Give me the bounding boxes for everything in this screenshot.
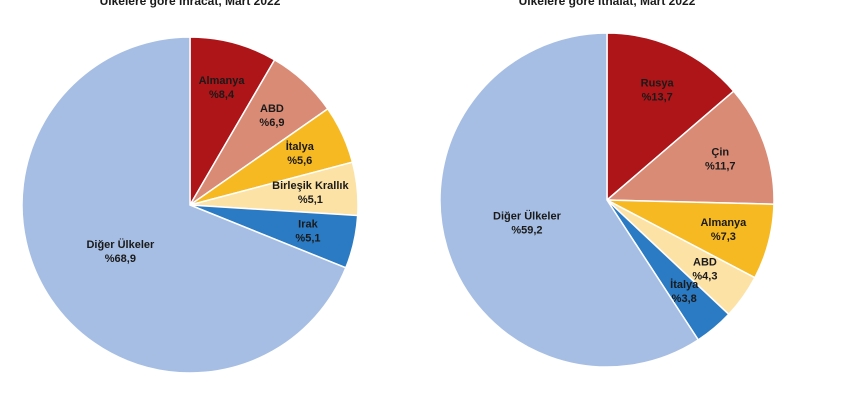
- slice-label: İtalya: [670, 278, 699, 291]
- slice-label: İtalya: [286, 140, 315, 153]
- slice-value: %3,8: [672, 293, 697, 305]
- slice-value: %8,4: [209, 89, 235, 101]
- pie-slice: [606, 32, 735, 202]
- pie-slice: [605, 90, 775, 205]
- pie-slice: [21, 36, 347, 374]
- slice-value: %68,9: [105, 253, 136, 265]
- slice-value: %11,7: [705, 161, 736, 173]
- slice-value: %7,3: [711, 231, 736, 243]
- pie-slice: [439, 32, 700, 368]
- slice-value: %4,3: [692, 271, 717, 283]
- slice-label: Diğer Ülkeler: [86, 238, 155, 251]
- slice-value: %6,9: [259, 117, 284, 129]
- slice-label: Almanya: [199, 75, 246, 87]
- slice-value: %13,7: [642, 92, 673, 104]
- slice-label: ABD: [260, 103, 284, 115]
- slice-value: %5,1: [295, 233, 320, 245]
- slice-value: %5,6: [287, 155, 312, 167]
- chart-title: Ülkelere göre ihracat, Mart 2022: [100, 0, 281, 8]
- pie-slice: [189, 36, 276, 208]
- slice-label: ABD: [693, 257, 717, 269]
- slice-label: Diğer Ülkeler: [493, 210, 562, 223]
- chart-title: Ülkelere göre ithalat, Mart 2022: [519, 0, 696, 8]
- slice-label: Almanya: [700, 217, 747, 229]
- slice-label: Çin: [711, 147, 729, 159]
- slice-label: Rusya: [641, 78, 675, 90]
- slice-value: %59,2: [511, 225, 542, 237]
- slice-label: Birleşik Krallık: [272, 180, 349, 192]
- slice-value: %5,1: [298, 194, 323, 206]
- slice-label: Irak: [298, 219, 318, 231]
